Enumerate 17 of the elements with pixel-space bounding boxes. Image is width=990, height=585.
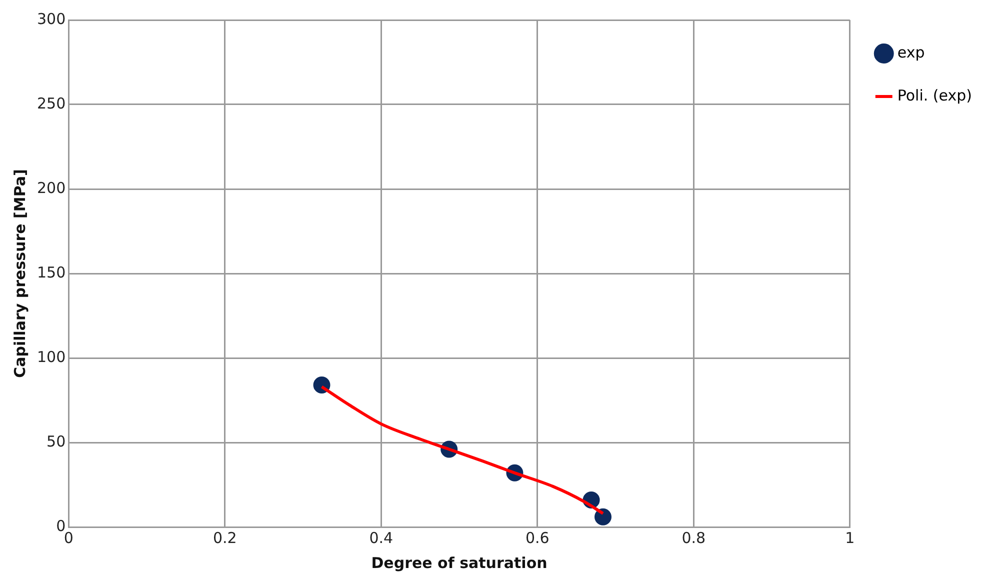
x-tick-label: 1 [845,528,855,547]
point [594,508,612,526]
legend-label: exp [897,43,925,62]
x-tick-label: 0.6 [525,528,550,547]
y-tick-label: 250 [36,94,66,112]
y-tick-label: 300 [36,10,66,28]
x-tick-label: 0.8 [682,528,706,547]
y-tick-label: 0 [56,516,66,535]
legend-label: Poli. (exp) [897,86,972,104]
y-axis-title: Capillary pressure [MPa] [10,169,29,378]
y-tick-label: 50 [46,432,66,450]
y-tick-label: 150 [36,263,66,282]
x-tick-label: 0.2 [212,528,237,547]
y-tick-label: 200 [36,178,66,197]
y-tick-label: 100 [36,348,66,366]
x-tick-label: 0.4 [369,528,394,547]
x-axis-title: Degree of saturation [371,554,548,572]
